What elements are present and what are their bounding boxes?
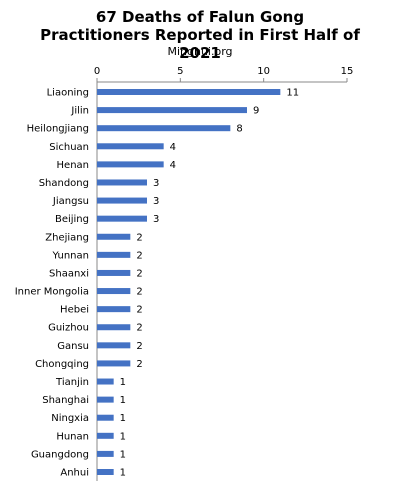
chart-title: 67 Deaths of Falun Gong Practitioners Re… [40,8,360,62]
data-label: 4 [170,160,176,171]
data-label: 1 [120,431,126,442]
bar [97,251,131,258]
bar [97,215,147,222]
bar [97,324,131,331]
category-label: Gansu [57,341,89,352]
data-label: 1 [120,468,126,479]
category-label: Guizhou [48,323,89,334]
category-label: Heilongjiang [27,124,89,135]
chart-subtitle: Minghui.org [167,45,233,58]
data-label: 2 [136,341,142,352]
bar [97,161,164,168]
bar [97,269,131,276]
data-label: 4 [170,142,176,153]
data-label: 2 [136,250,142,261]
category-label: Henan [57,160,89,171]
data-label: 1 [120,413,126,424]
bar [97,179,147,186]
category-label: Sichuan [49,142,89,153]
category-label: Shaanxi [49,268,89,279]
category-label: Chongqing [35,359,89,370]
data-label: 2 [136,232,142,243]
x-tick-label: 15 [341,66,354,77]
data-label: 9 [253,106,259,117]
bar [97,288,131,295]
bar [97,233,131,240]
category-label: Ningxia [51,413,89,424]
data-label: 11 [286,88,299,99]
data-label: 3 [153,178,159,189]
bar [97,89,281,95]
category-label: Anhui [60,468,89,479]
data-label: 1 [120,377,126,388]
category-label: Inner Mongolia [15,287,89,298]
chart-header: 67 Deaths of Falun Gong Practitioners Re… [0,8,400,62]
category-label: Jiangsu [52,196,89,207]
x-tick-label: 10 [257,66,270,77]
bar [97,143,164,150]
category-label: Guangdong [31,449,89,460]
category-label: Jilin [70,106,89,117]
data-label: 3 [153,214,159,225]
data-label: 2 [136,323,142,334]
bar [97,469,114,475]
category-label: Hunan [56,431,89,442]
category-label: Zhejiang [45,232,89,243]
bar [97,414,114,421]
category-label: Hebei [60,305,89,316]
bar [97,342,131,349]
category-label: Beijing [55,214,89,225]
data-label: 1 [120,449,126,460]
data-label: 2 [136,287,142,298]
category-label: Shanghai [42,395,89,406]
bar [97,450,114,457]
bar [97,107,247,114]
category-label: Shandong [39,178,89,189]
category-label: Liaoning [47,88,89,99]
data-label: 2 [136,268,142,279]
category-label: Tianjin [55,377,89,388]
data-label: 2 [136,359,142,370]
bar [97,378,114,385]
bar [97,432,114,439]
data-label: 3 [153,196,159,207]
data-label: 1 [120,395,126,406]
bar [97,306,131,313]
data-label: 8 [236,124,242,135]
x-tick-label: 0 [94,66,100,77]
data-label: 2 [136,305,142,316]
bar [97,125,231,132]
bar [97,197,147,204]
x-tick-label: 5 [177,66,183,77]
bar [97,360,131,367]
category-label: Yunnan [52,250,89,261]
bar [97,396,114,403]
